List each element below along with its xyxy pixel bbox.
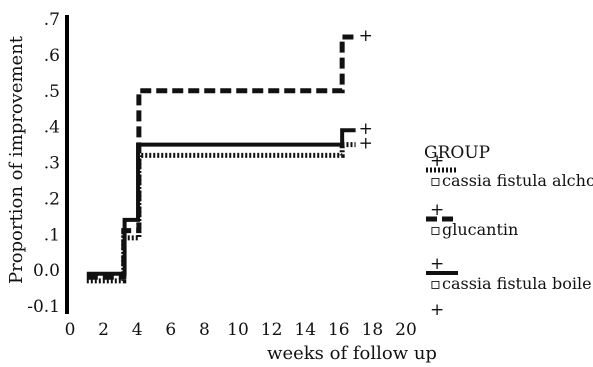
- y-tick-label: .4: [44, 118, 60, 138]
- y-tick-label: -0.1: [27, 297, 60, 317]
- y-tick-label: .5: [44, 82, 60, 102]
- censor-mark: +: [359, 26, 373, 46]
- series-lines: [86, 34, 356, 284]
- legend-censor-mark: +: [430, 200, 444, 220]
- x-tick-label: 16: [328, 320, 350, 340]
- y-tick-label: .1: [44, 225, 60, 245]
- series-line: [86, 34, 356, 280]
- y-tick-label: .2: [44, 189, 60, 209]
- x-tick-label: 4: [132, 320, 143, 340]
- y-tick-label: .6: [44, 46, 60, 66]
- x-tick-label: 2: [98, 320, 109, 340]
- y-tick-label: .3: [44, 154, 60, 174]
- censor-marks: +++: [359, 26, 373, 154]
- legend-censor-mark: +: [430, 151, 444, 171]
- legend-label: glucantin: [442, 220, 518, 239]
- x-tick-label: 18: [362, 320, 384, 340]
- y-axis-title: Proportion of improvement: [6, 35, 27, 284]
- legend-event-marker: ▫: [430, 274, 441, 293]
- x-tick-label: 20: [395, 320, 417, 340]
- legend-censor-mark: +: [430, 300, 444, 320]
- censor-mark: +: [359, 119, 373, 139]
- x-tick-label: 8: [199, 320, 210, 340]
- series-line: [86, 128, 356, 276]
- y-tick-label: .7: [44, 10, 60, 30]
- x-tick-label: 6: [165, 320, 176, 340]
- y-tick-labels: .7 .6 .5 .4 .3 .2 .1 0.0 -0.1: [27, 10, 60, 317]
- legend-label: cassia fistula boile: [442, 274, 592, 293]
- x-tick-label: 0: [65, 320, 76, 340]
- series-line: [86, 142, 356, 284]
- x-axis-title: weeks of follow up: [267, 343, 437, 364]
- censor-mark: +: [359, 134, 373, 154]
- x-tick-label: 14: [294, 320, 316, 340]
- y-tick-label: 0.0: [33, 261, 60, 281]
- x-tick-label: 10: [227, 320, 249, 340]
- x-tick-labels: 0 2 4 6 8 10 12 14 16 18 20: [65, 320, 417, 340]
- legend-title: GROUP: [424, 143, 490, 163]
- x-tick-label: 12: [261, 320, 283, 340]
- legend-label: cassia fistula alcho: [442, 171, 593, 190]
- legend-censor-mark: +: [430, 254, 444, 274]
- legend-event-marker: ▫: [430, 220, 441, 239]
- legend: GROUP +▫ cassia fistula alcho+▫ glucantin+…: [424, 143, 593, 320]
- legend-event-marker: ▫: [430, 171, 441, 190]
